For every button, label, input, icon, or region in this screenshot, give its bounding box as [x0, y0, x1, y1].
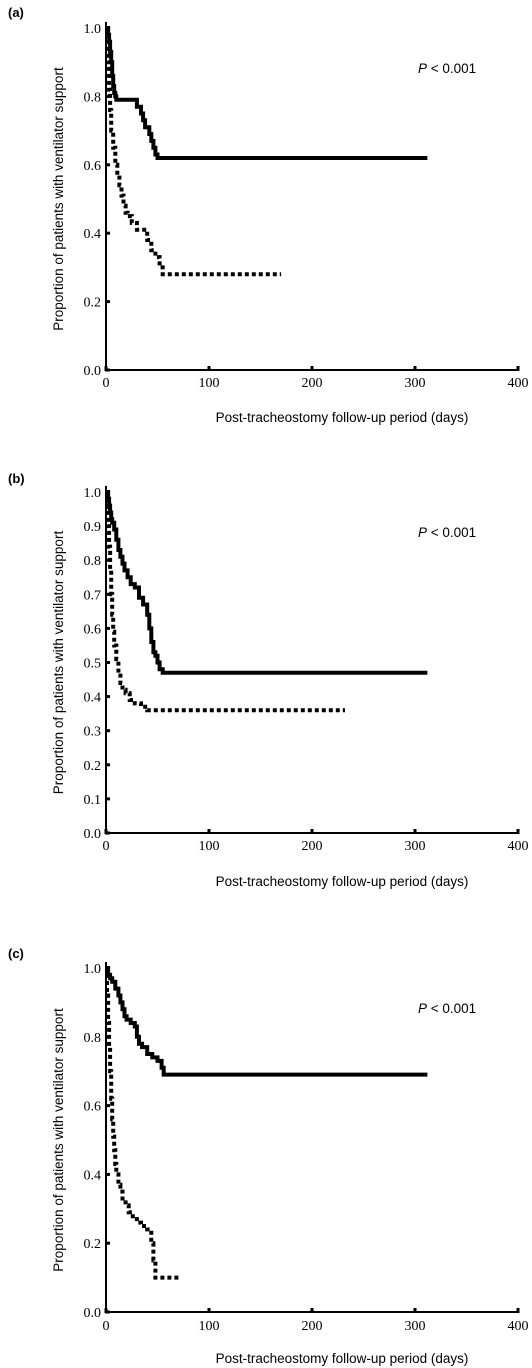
x-tick-label: 100: [199, 1319, 220, 1334]
x-tick-label: 100: [199, 839, 220, 854]
panel-label: (b): [8, 471, 25, 486]
series-line-dotted: [105, 966, 181, 1280]
y-tick-label: 0.0: [84, 364, 102, 379]
y-tick-label: 0.4: [84, 1168, 102, 1183]
y-axis-title: Proportion of patients with ventilator s…: [51, 531, 66, 795]
chart-panel-2: (b) 0.0 0.1 0.2 0.3 0.4 0.5 0.6 0.7 0.8 0.9 1.0 0 100…: [8, 471, 529, 889]
y-tick-label: 0.6: [84, 159, 102, 174]
p-value-symbol: P: [418, 1001, 427, 1016]
y-tick-label: 0.0: [84, 827, 102, 842]
y-tick-label: 1.0: [84, 486, 102, 501]
chart-panel-3: (c) 0.0 0.2 0.4 0.6 0.8 1.0 0 100 200 300 400 Post-t…: [8, 946, 529, 1366]
y-tick-label: 0.1: [84, 793, 102, 808]
x-tick-label: 300: [405, 839, 426, 854]
series-line-solid: [106, 966, 428, 1077]
y-tick-label: 0.4: [84, 691, 102, 706]
y-tick-label: 0.2: [84, 1237, 102, 1252]
p-value-symbol: P: [418, 61, 427, 76]
y-tick-label: 0.7: [84, 588, 102, 603]
y-tick-label: 0.6: [84, 622, 102, 637]
y-axis-title: Proportion of patients with ventilator s…: [51, 1008, 66, 1272]
p-value-text: < 0.001: [427, 1001, 476, 1016]
p-value-text: < 0.001: [427, 525, 476, 540]
x-tick-label: 400: [508, 839, 529, 854]
x-tick-label: 100: [199, 376, 220, 391]
y-tick-label: 0.9: [84, 520, 102, 535]
x-tick-label: 400: [508, 1319, 529, 1334]
y-axis-title: Proportion of patients with ventilator s…: [51, 67, 66, 331]
y-tick-label: 0.6: [84, 1100, 102, 1115]
y-tick-label: 0.8: [84, 554, 102, 569]
series-line-dotted: [105, 490, 345, 713]
panel-label: (c): [8, 946, 24, 961]
panel-label: (a): [8, 5, 24, 20]
p-value-annotation: P < 0.001: [418, 525, 476, 540]
x-tick-label: 400: [508, 376, 529, 391]
x-axis-title: Post-tracheostomy follow-up period (days…: [216, 874, 469, 889]
series-line-solid: [106, 490, 428, 675]
x-axis-title: Post-tracheostomy follow-up period (days…: [216, 410, 469, 425]
p-value-symbol: P: [418, 525, 427, 540]
y-tick-label: 0.8: [84, 90, 102, 105]
x-tick-label: 300: [405, 1319, 426, 1334]
x-tick-label: 200: [302, 376, 323, 391]
x-tick-label: 200: [302, 1319, 323, 1334]
y-tick-label: 0.2: [84, 296, 102, 311]
series-line-solid: [106, 26, 428, 160]
p-value-text: < 0.001: [427, 61, 476, 76]
x-axis-title: Post-tracheostomy follow-up period (days…: [216, 1351, 469, 1366]
y-tick-label: 1.0: [84, 962, 102, 977]
y-tick-label: 0.4: [84, 227, 102, 242]
y-tick-label: 1.0: [84, 22, 102, 37]
y-tick-label: 0.3: [84, 725, 102, 740]
y-tick-label: 0.5: [84, 657, 102, 672]
chart-panel-1: (a) 0.0 0.2 0.4 0.6 0.8 1.0 0 100 200 300 400 Post-t…: [8, 5, 529, 425]
y-tick-label: 0.2: [84, 759, 102, 774]
series-line-dotted: [106, 26, 282, 277]
x-tick-label: 300: [405, 376, 426, 391]
x-tick-label: 0: [103, 376, 110, 391]
x-tick-label: 0: [103, 1319, 110, 1334]
p-value-annotation: P < 0.001: [418, 61, 476, 76]
x-tick-label: 200: [302, 839, 323, 854]
y-tick-label: 0.8: [84, 1031, 102, 1046]
p-value-annotation: P < 0.001: [418, 1001, 476, 1016]
y-tick-label: 0.0: [84, 1306, 102, 1321]
x-tick-label: 0: [103, 839, 110, 854]
